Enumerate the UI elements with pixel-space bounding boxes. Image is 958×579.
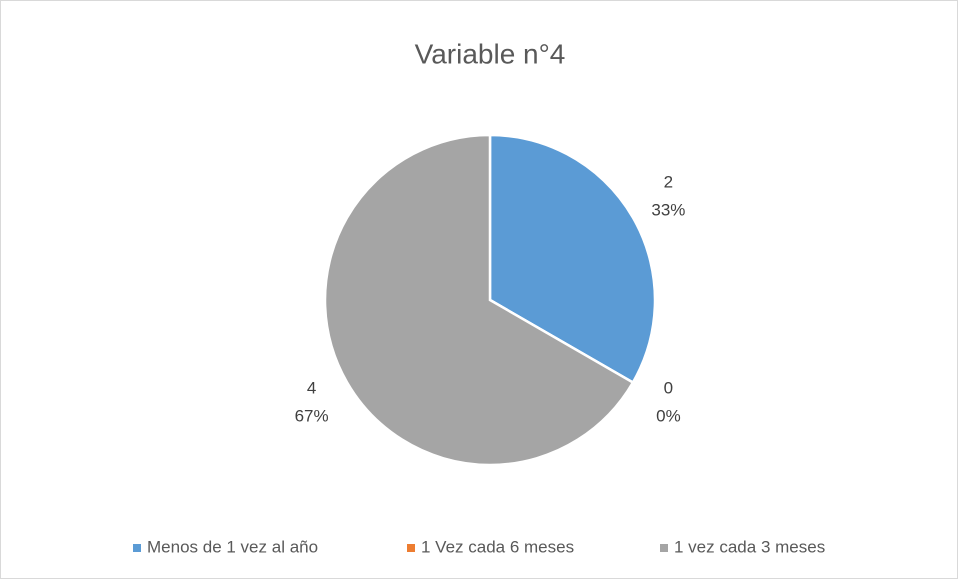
chart-title: Variable n°4 [415,38,566,69]
pie-slice [488,133,657,385]
legend-swatch [660,544,668,552]
data-label-percent: 33% [651,200,685,219]
data-label-value: 2 [664,172,673,191]
legend-swatch [407,544,415,552]
legend-label: 1 vez cada 3 meses [674,537,825,556]
legend-label: 1 Vez cada 6 meses [421,537,574,556]
pie-slice [323,133,635,467]
data-label-value: 0 [664,378,673,397]
data-label-percent: 67% [295,406,329,425]
legend-swatch [133,544,141,552]
data-label-percent: 0% [656,406,681,425]
legend-label: Menos de 1 vez al año [147,537,318,556]
data-label-value: 4 [307,378,316,397]
